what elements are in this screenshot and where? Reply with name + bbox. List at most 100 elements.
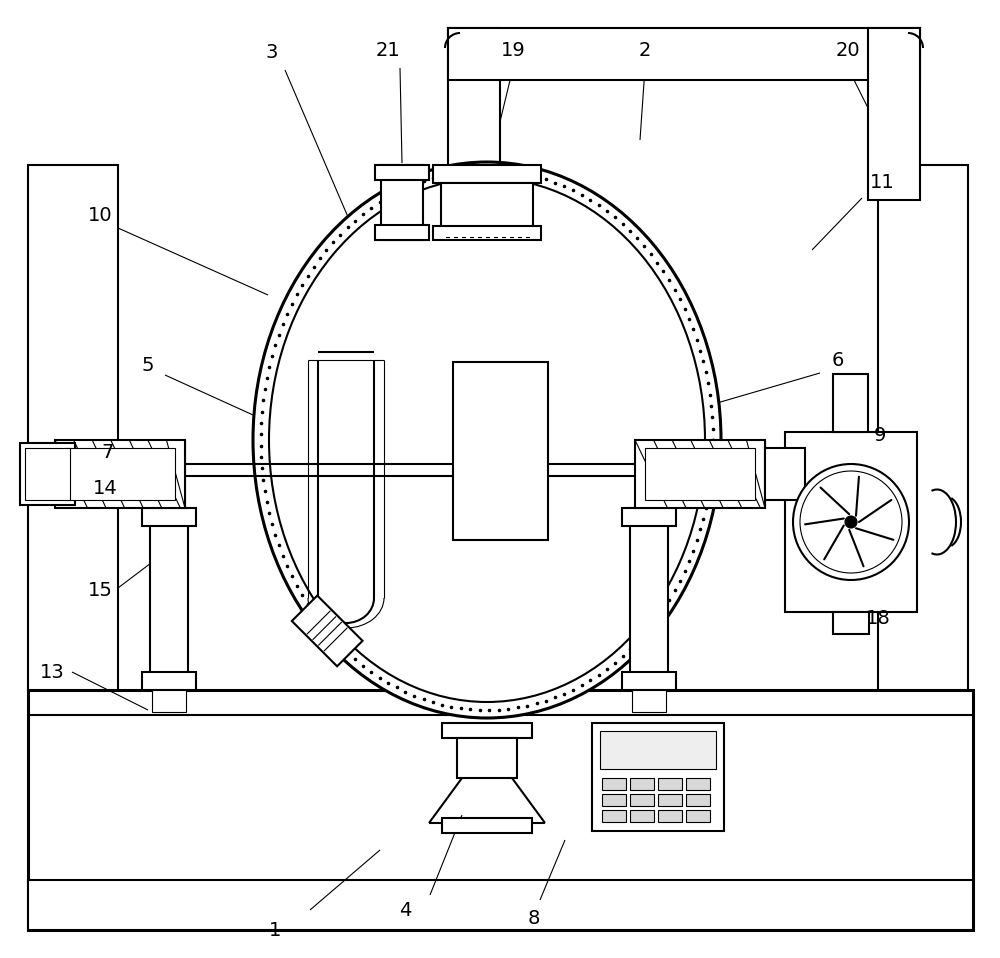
Point [591, 667, 607, 682]
Point [667, 582, 683, 598]
Point [372, 194, 388, 210]
Point [434, 168, 450, 183]
Point [261, 359, 277, 375]
Point [702, 478, 718, 493]
Point [622, 223, 638, 239]
Point [462, 163, 478, 178]
Bar [602, 794, 626, 806]
Text: 14: 14 [93, 478, 117, 497]
Bar [453, 362, 548, 540]
Point [332, 638, 348, 653]
Point [380, 675, 396, 691]
Point [529, 169, 545, 184]
Point [582, 193, 598, 208]
Point [629, 231, 645, 246]
Bar [765, 448, 805, 500]
Bar [457, 738, 517, 778]
Point [318, 623, 334, 638]
Point [306, 605, 322, 621]
Bar [833, 612, 869, 634]
Point [565, 682, 581, 697]
Point [519, 698, 535, 714]
Point [692, 522, 708, 537]
Bar [150, 508, 188, 690]
Point [538, 693, 554, 708]
Text: 7: 7 [102, 443, 114, 462]
Point [510, 699, 526, 715]
Point [259, 494, 275, 510]
Point [255, 393, 271, 408]
Text: 20: 20 [836, 40, 860, 59]
Point [636, 627, 652, 642]
Point [355, 658, 371, 673]
Point [347, 651, 363, 667]
Point [491, 163, 507, 178]
Bar [28, 690, 973, 930]
Point [284, 568, 300, 583]
Point [667, 282, 683, 297]
Point [279, 307, 295, 322]
Bar [441, 183, 533, 231]
Point [347, 213, 363, 228]
Bar [630, 778, 654, 790]
Point [453, 700, 469, 716]
Bar [448, 28, 920, 80]
Point [599, 661, 615, 676]
Point [661, 592, 677, 607]
Bar [600, 731, 716, 769]
Bar [878, 165, 968, 690]
Bar [833, 374, 868, 432]
Point [279, 559, 295, 574]
Point [649, 609, 665, 625]
Point [253, 449, 269, 465]
Point [591, 197, 607, 213]
Point [267, 337, 283, 353]
Point [629, 634, 645, 650]
Point [556, 686, 572, 701]
Bar [632, 690, 666, 712]
Bar [686, 794, 710, 806]
Point [254, 461, 270, 476]
Point [254, 404, 270, 420]
Text: 6: 6 [832, 351, 844, 370]
Point [318, 242, 334, 258]
Point [698, 500, 714, 515]
Point [547, 175, 563, 191]
Bar [375, 225, 429, 240]
Point [615, 217, 631, 232]
Text: 15: 15 [88, 581, 112, 600]
Bar [658, 778, 682, 790]
Point [681, 553, 697, 568]
Bar [592, 723, 724, 831]
Point [453, 164, 469, 179]
Point [655, 601, 671, 616]
Text: 2: 2 [639, 40, 651, 59]
Bar [28, 880, 973, 930]
Point [704, 455, 720, 470]
Point [705, 432, 721, 447]
Point [389, 680, 405, 696]
Point [685, 543, 701, 559]
Bar [25, 448, 70, 500]
Point [267, 527, 283, 542]
Point [582, 673, 598, 688]
Text: 5: 5 [142, 355, 154, 375]
Bar [448, 28, 500, 173]
Point [698, 365, 714, 380]
Bar [635, 440, 765, 508]
Point [500, 164, 516, 179]
Point [607, 655, 623, 671]
Point [704, 410, 720, 425]
Point [599, 203, 615, 218]
Point [661, 273, 677, 288]
Point [556, 178, 572, 194]
Text: 21: 21 [376, 40, 400, 59]
Point [300, 597, 316, 612]
Bar [433, 226, 541, 240]
Point [547, 690, 563, 705]
Bar [785, 432, 917, 612]
Point [289, 286, 305, 302]
Bar [622, 508, 676, 526]
Point [257, 381, 273, 397]
Point [397, 684, 413, 699]
